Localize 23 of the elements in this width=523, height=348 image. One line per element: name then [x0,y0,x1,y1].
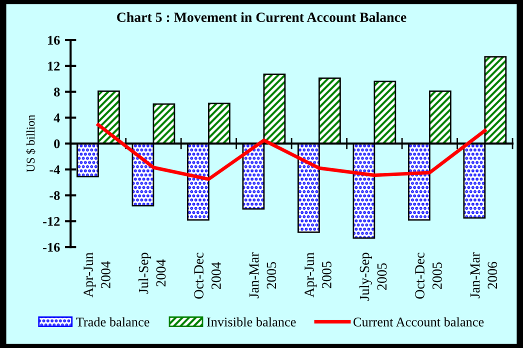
x-tick-label: July-Sep 2005 [359,252,387,301]
y-tick-label: -8 [50,191,60,200]
y-tick-label: 0 [54,139,60,148]
y-tick-label: -16 [43,242,60,252]
x-tick-label: Jul-Sep 2004 [138,252,166,294]
x-tick-label: Jan-Mar 2006 [470,252,498,298]
legend-label: Invisible balance [206,317,296,326]
y-tick-label: -4 [50,165,60,174]
y-tick-label: 16 [48,36,60,45]
y-tick-label: -12 [43,217,60,226]
x-tick-label: Oct-Dec 2005 [415,252,442,299]
y-tick-label: 12 [48,62,60,70]
x-tick-label: Jan-Mar 2005 [249,252,276,298]
line-series [96,123,487,181]
x-tick-label: Oct-Dec 2004 [194,252,221,299]
legend-label: Current Account balance [353,317,484,326]
x-tick-label: Apr-Jun 2005 [304,252,332,298]
x-tick-label: Apr-Jun 2004 [84,252,110,298]
chart-title: Chart 5 : Movement in Current Account Balance [117,12,406,22]
y-axis-title: US $ billion [26,114,36,172]
y-tick-label: 4 [54,114,60,122]
legend-label: Trade balance [76,317,150,326]
y-tick-label: 8 [54,88,60,96]
